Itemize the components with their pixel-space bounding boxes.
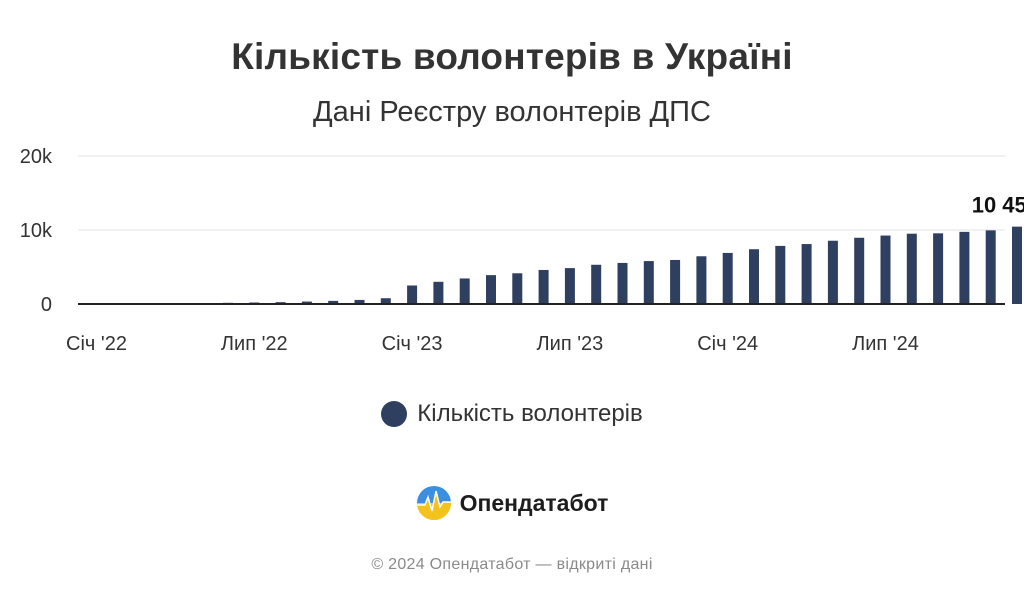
legend-marker: [381, 401, 408, 427]
bar-chart: 0 10k 20k Січ '22 Лип '22 Січ '23 Лип '23 Січ '…: [20, 146, 1024, 355]
chart-subtitle: Дані Реєстру волонтерів ДПС: [313, 96, 711, 128]
x-tick-label: Січ '24: [697, 333, 758, 355]
bar: [722, 252, 733, 304]
bar: [827, 240, 838, 304]
bar: [749, 249, 759, 304]
brand-name: Опендатабот: [459, 489, 609, 516]
x-tick-label: Лип '24: [852, 333, 919, 355]
brand: Опендатабот: [0, 485, 1024, 521]
opendatabot-logo-icon: [416, 486, 451, 520]
bar: [1012, 226, 1022, 304]
bar: [512, 273, 523, 304]
y-tick-label: 0: [41, 294, 52, 316]
bar: [959, 231, 970, 304]
y-tick-label: 20k: [20, 146, 53, 168]
footer-copyright: © 2024 Опендатабот — відкриті дані: [371, 556, 653, 573]
bar: [696, 256, 707, 304]
bar: [301, 301, 312, 304]
bar: [643, 261, 654, 304]
x-tick-label: Лип '22: [221, 333, 288, 355]
bar: [328, 300, 339, 304]
bar: [801, 244, 812, 304]
bar: [486, 275, 496, 304]
bar: [617, 262, 628, 304]
bar: [775, 245, 786, 304]
bar: [906, 233, 917, 304]
bar: [538, 269, 549, 304]
bar: [670, 259, 681, 304]
bar: [564, 268, 575, 304]
x-tick-label: Лип '23: [537, 333, 604, 355]
bar: [459, 278, 470, 304]
legend-label: Кількість волонтерів: [417, 400, 643, 427]
x-tick-label: Січ '22: [66, 333, 127, 355]
bar: [380, 298, 391, 304]
data-label-last: 10 454: [972, 193, 1024, 218]
bar: [854, 237, 865, 304]
chart-title: Кількість волонтерів в Україні: [231, 36, 793, 77]
bar: [433, 281, 444, 304]
bar: [933, 233, 944, 304]
y-tick-label: 10k: [20, 220, 53, 242]
bar: [985, 230, 996, 304]
bar: [591, 264, 602, 304]
bar: [407, 285, 418, 304]
bar: [880, 235, 891, 304]
bar: [354, 299, 365, 304]
legend[interactable]: Кількість волонтерів: [0, 400, 1024, 428]
x-tick-label: Січ '23: [382, 333, 443, 355]
